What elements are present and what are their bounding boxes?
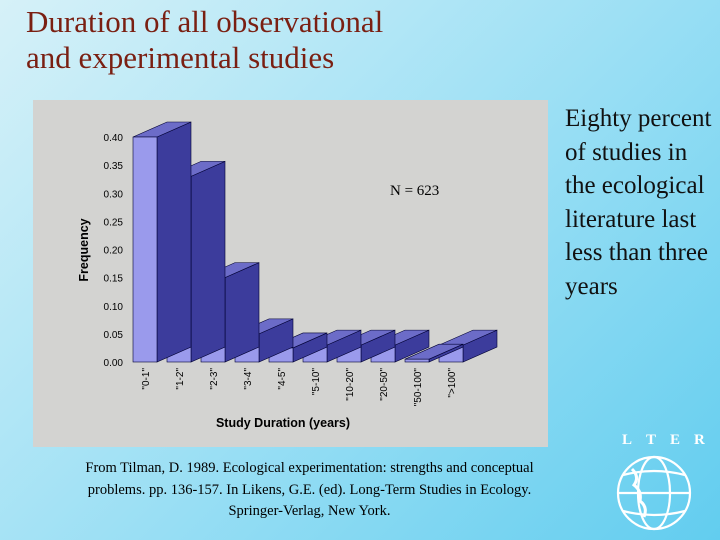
y-tick-label-1: 0.05 [104,330,124,341]
chart-panel: 0.00 0.05 0.10 0.15 0.20 0.25 0.30 0.35 0.40 "0-1… [33,100,548,447]
y-tick-label-4: 0.20 [104,246,124,257]
bar-front-0 [132,136,158,363]
axis-layer: 0.00 0.05 0.10 0.15 0.20 0.25 0.30 0.35 0.40 "0-1… [104,133,458,406]
title-line-2: and experimental studies [26,40,335,75]
bar-front-8 [404,358,430,363]
citation-line-1: From Tilman, D. 1989. Ecological experim… [85,460,534,476]
lter-letter-t: T [646,432,656,448]
x-tick-label-1: "1-2" [175,368,186,390]
x-tick-label-9: ">100" [447,368,458,398]
y-tick-label-8: 0.40 [104,133,124,144]
x-tick-label-7: "20-50" [379,368,390,401]
side-note: Eighty percent of studies in the ecologi… [565,105,712,300]
bar-side-2 [224,262,260,363]
x-tick-label-6: "10-20" [345,368,356,401]
y-tick-label-3: 0.15 [104,274,124,285]
bar-0 [132,121,192,363]
lter-logo: L T E R [616,432,705,531]
bars-layer [132,121,498,363]
slide-title: Duration of all observational and experi… [26,4,546,76]
x-tick-label-3: "3-4" [243,368,254,390]
x-tick-label-5: "5-10" [311,368,322,396]
bar-side-0 [156,121,192,363]
x-tick-label-2: "2-3" [209,368,220,390]
x-tick-label-4: "4-5" [277,368,288,390]
citation-line-2: problems. pp. 136-157. In Likens, G.E. (… [87,481,532,498]
x-tick-label-0: "0-1" [141,368,152,390]
sample-size-annotation: N = 623 [390,183,439,199]
bar-chart: 0.00 0.05 0.10 0.15 0.20 0.25 0.30 0.35 0.40 "0-1… [77,121,498,430]
y-tick-label-6: 0.30 [104,189,124,200]
y-tick-label-5: 0.25 [104,217,124,228]
bar-side-1 [190,160,226,363]
y-tick-label-2: 0.10 [104,302,124,313]
bar-8 [404,343,464,363]
y-tick-label-7: 0.35 [104,161,124,172]
citation: From Tilman, D. 1989. Ecological experim… [22,458,597,523]
citation-line-3: Springer-Verlag, New York. [228,503,391,519]
lter-letter-e: E [670,432,680,448]
title-line-1: Duration of all observational [26,4,384,39]
lter-letter-l: L [622,432,632,448]
lter-letter-r: R [694,432,705,448]
x-tick-label-8: "50-100" [413,368,424,407]
x-axis-label: Study Duration (years) [216,416,350,430]
y-axis-label: Frequency [77,218,91,281]
globe-icon [616,455,692,531]
y-tick-label-0: 0.00 [104,358,124,369]
